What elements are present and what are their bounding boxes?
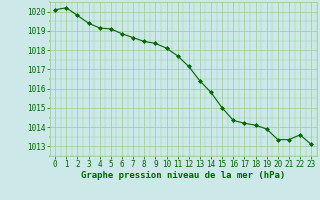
X-axis label: Graphe pression niveau de la mer (hPa): Graphe pression niveau de la mer (hPa)	[81, 171, 285, 180]
